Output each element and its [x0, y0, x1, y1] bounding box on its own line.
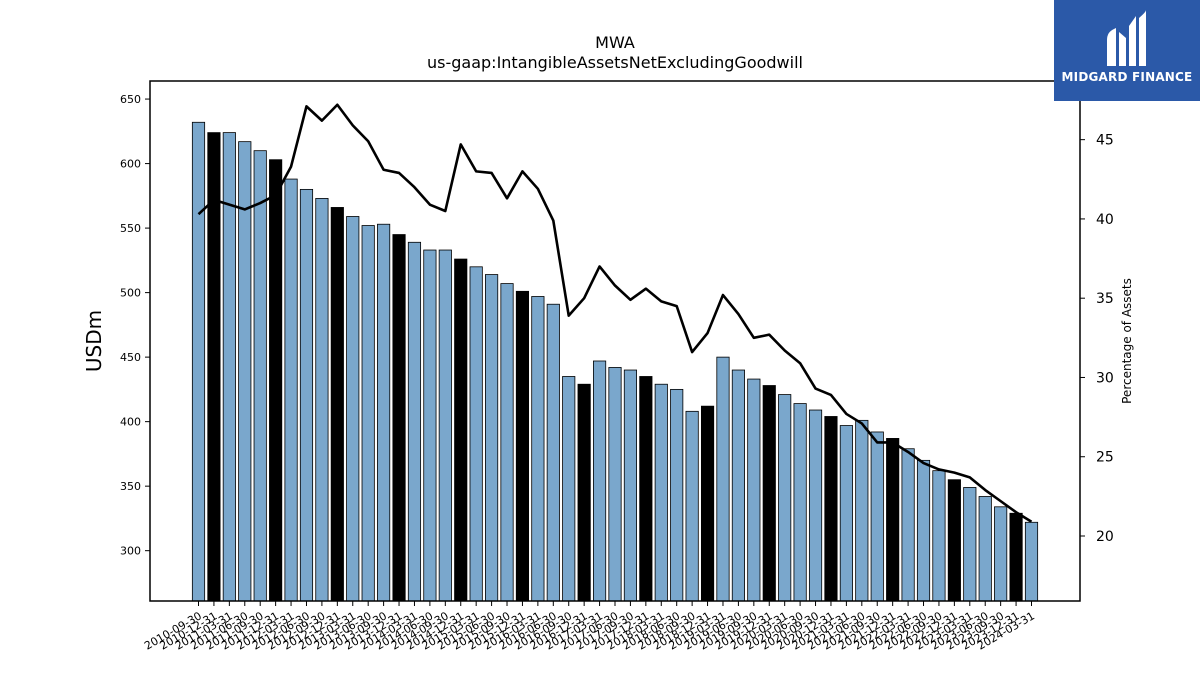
- bar: [361, 225, 375, 602]
- y-tick-label: 550: [120, 222, 141, 235]
- bar: [762, 385, 776, 602]
- bar: [1009, 512, 1023, 602]
- chart-subtitle: us-gaap:IntangibleAssetsNetExcludingGood…: [427, 53, 803, 72]
- bar: [299, 188, 314, 602]
- y2-tick-label: 20: [1096, 529, 1114, 545]
- bar: [932, 470, 946, 602]
- y2-tick-label: 35: [1096, 291, 1114, 307]
- bar: [392, 234, 406, 602]
- bar: [793, 403, 807, 602]
- bar: [839, 425, 853, 602]
- bar: [500, 283, 514, 602]
- y-axis-left: 300 350 400 450 500 550 600 650: [120, 93, 150, 558]
- bar: [947, 479, 961, 602]
- y2-tick-label: 40: [1096, 212, 1114, 228]
- bar: [253, 150, 267, 602]
- bar: [978, 496, 992, 602]
- bar: [778, 394, 792, 602]
- bar: [562, 376, 576, 602]
- bar: [469, 266, 483, 602]
- y2-tick-label: 45: [1096, 133, 1114, 149]
- bar: [531, 296, 545, 602]
- bar: [191, 121, 206, 602]
- bar: [747, 378, 761, 602]
- bar: [515, 290, 530, 602]
- y-axis-right: 20 25 30 35 40 45: [1080, 133, 1114, 545]
- series-line: [197, 103, 1033, 523]
- bar: [731, 369, 745, 602]
- bar: [407, 241, 422, 602]
- bar: [855, 419, 869, 602]
- bar: [577, 383, 591, 602]
- bars-group: [191, 121, 1039, 602]
- y-tick-label: 350: [120, 480, 141, 493]
- bar: [1024, 521, 1039, 602]
- bar: [716, 356, 730, 602]
- bar: [623, 369, 638, 602]
- y-axis-label: USDm: [82, 310, 106, 372]
- bar: [886, 438, 900, 602]
- bar: [994, 506, 1008, 602]
- y2-tick-label: 25: [1096, 450, 1114, 466]
- bar: [685, 410, 699, 602]
- bar: [269, 159, 283, 602]
- bar: [593, 360, 607, 602]
- bar: [423, 249, 437, 602]
- bar: [700, 405, 715, 602]
- bar: [330, 207, 344, 602]
- line-group: [197, 103, 1033, 523]
- bar: [284, 178, 298, 602]
- y-tick-label: 650: [120, 93, 141, 106]
- y-tick-label: 450: [120, 351, 141, 364]
- y2-axis-label: Percentage of Assets: [1120, 278, 1134, 404]
- y2-tick-label: 30: [1096, 370, 1114, 386]
- y-tick-label: 300: [120, 545, 141, 558]
- bar: [824, 416, 838, 602]
- bar: [654, 383, 668, 602]
- bar: [346, 216, 360, 602]
- bar: [315, 198, 329, 602]
- chart-title: MWA: [595, 33, 635, 52]
- bar: [808, 409, 823, 602]
- brand-logo: MIDGARD FINANCE: [1054, 0, 1200, 101]
- x-axis: 2010-09-302010-12-312011-03-312011-06-30…: [142, 601, 1037, 653]
- bar: [670, 388, 684, 602]
- bar: [485, 274, 499, 602]
- bar: [639, 376, 653, 602]
- bar: [901, 448, 915, 602]
- bar: [608, 367, 622, 602]
- brand-name: MIDGARD FINANCE: [1061, 70, 1193, 84]
- bar: [454, 258, 468, 602]
- midgard-logo-icon: [1107, 10, 1146, 66]
- bar: [546, 303, 560, 602]
- bar: [377, 223, 391, 602]
- bar: [916, 459, 931, 602]
- y-tick-label: 500: [120, 287, 141, 300]
- y-tick-label: 400: [120, 416, 141, 429]
- bar: [870, 431, 884, 602]
- y-tick-label: 600: [120, 158, 141, 171]
- bar: [963, 487, 977, 602]
- bar: [438, 249, 452, 602]
